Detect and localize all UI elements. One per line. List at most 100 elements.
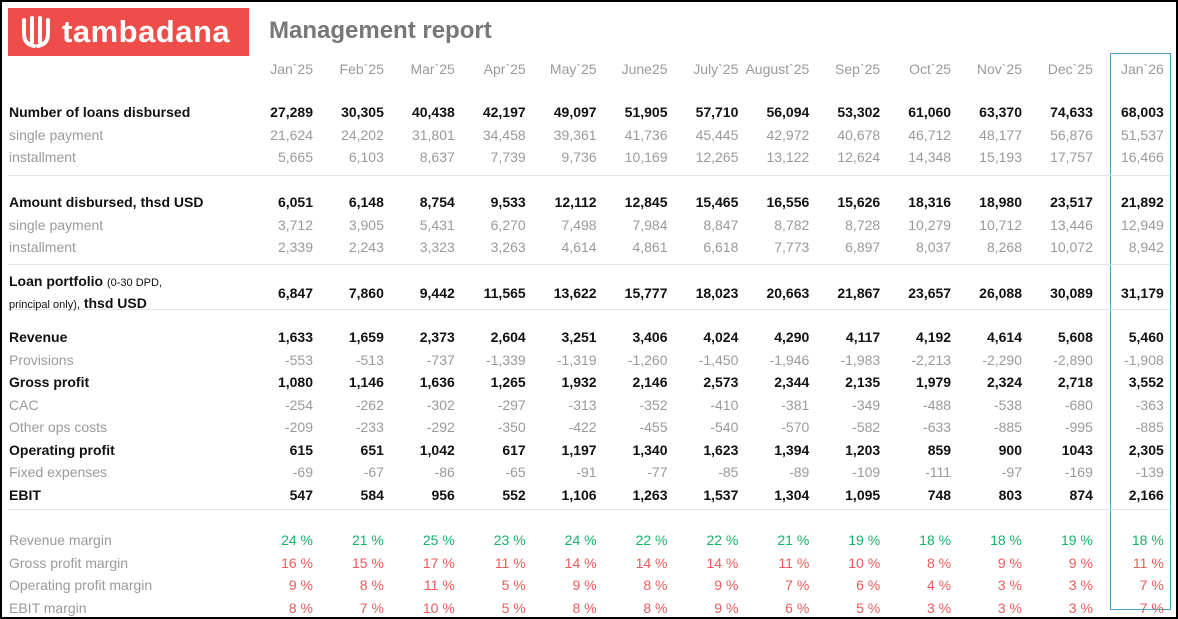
cell: 874	[1069, 486, 1093, 503]
cell: 1,095	[845, 486, 881, 503]
cell: 39,361	[553, 126, 597, 143]
cell: 5 %	[856, 599, 881, 616]
cell: -553	[284, 351, 313, 368]
column-header: Jan`26	[1120, 61, 1164, 77]
cell: 26,088	[979, 285, 1022, 301]
cell: -2,213	[911, 351, 952, 368]
cell: -67	[363, 464, 384, 480]
column-header: Nov`25	[976, 61, 1022, 77]
cell: 8,268	[986, 239, 1022, 255]
cell: 46,712	[908, 126, 952, 143]
cell: 1,340	[632, 441, 668, 458]
cell: 1,146	[348, 374, 384, 390]
cell: 4,861	[632, 239, 668, 255]
cell: 2,344	[774, 374, 810, 390]
cell: 24 %	[564, 532, 597, 548]
cell: 18,980	[979, 194, 1022, 210]
separator	[8, 264, 1170, 265]
column-header: May`25	[549, 61, 597, 77]
cell: -488	[923, 396, 952, 413]
cell: 2,305	[1128, 441, 1164, 458]
cell: 3,905	[348, 216, 384, 233]
cell: 5,665	[277, 149, 313, 165]
cell: 1,633	[277, 329, 313, 345]
cell: 56,876	[1050, 126, 1093, 143]
cell: -885	[993, 419, 1022, 435]
cell: 9,442	[419, 285, 455, 301]
cell: -995	[1064, 419, 1093, 435]
cell: 8,942	[1128, 239, 1164, 255]
cell: 12,845	[624, 194, 668, 210]
cell: 10 %	[848, 554, 881, 571]
separator	[8, 175, 1170, 176]
cell: -633	[923, 419, 952, 435]
cell: 74,633	[1050, 104, 1093, 120]
cell: -1,319	[556, 351, 597, 368]
cell: 22 %	[635, 532, 668, 548]
cell: 4,192	[916, 329, 952, 345]
cell: -1,946	[769, 351, 810, 368]
row-label: Provisions	[9, 351, 74, 368]
column-header: Sep`25	[835, 61, 881, 77]
cell: 547	[289, 486, 313, 503]
cell: 6 %	[785, 599, 810, 616]
cell: 14 %	[635, 554, 668, 571]
cell: 1,106	[561, 486, 597, 503]
cell: 19 %	[1060, 532, 1093, 548]
cell: -111	[925, 464, 952, 480]
cell: 7,739	[490, 149, 526, 165]
cell: 5,460	[1128, 329, 1164, 345]
cell: 9 %	[1068, 554, 1093, 571]
cell: 40,678	[837, 126, 881, 143]
row-label: Amount disbursed, thsd USD	[9, 194, 204, 210]
cell: 16 %	[281, 554, 313, 571]
cell: -513	[355, 351, 384, 368]
separator	[8, 309, 1170, 310]
cell: 4,117	[845, 329, 881, 345]
cell: 49,097	[553, 104, 597, 120]
cell: 2,146	[632, 374, 668, 390]
label: Loan portfolio	[9, 273, 104, 289]
cell: 5 %	[501, 599, 526, 616]
cell: -89	[789, 464, 810, 480]
cell: 8 %	[926, 554, 952, 571]
cell: 42,197	[482, 104, 526, 120]
cell: 9 %	[288, 577, 313, 593]
cell: 8 %	[288, 599, 313, 616]
cell: 803	[998, 486, 1022, 503]
cell: 15,777	[624, 285, 668, 301]
cell: 10,279	[908, 216, 952, 233]
cell: -1,339	[485, 351, 526, 368]
cell: 9 %	[997, 554, 1022, 571]
cell: 1,080	[277, 374, 313, 390]
cell: 12,624	[837, 149, 881, 165]
cell: -582	[852, 419, 881, 435]
cell: 6,051	[277, 194, 313, 210]
cell: 1,636	[419, 374, 455, 390]
cell: 22 %	[706, 532, 739, 548]
cell: 11 %	[423, 577, 455, 593]
cell: -1,260	[627, 351, 668, 368]
cell: 8 %	[643, 577, 668, 593]
cell: 14 %	[564, 554, 597, 571]
cell: 15,626	[837, 194, 881, 210]
cell: 8,847	[703, 216, 739, 233]
row-label: Gross profit margin	[9, 554, 129, 571]
cell: 13,122	[766, 149, 810, 165]
cell: 7,984	[632, 216, 668, 233]
cell: 11,565	[483, 285, 526, 301]
cell: -139	[1135, 464, 1164, 480]
row-label: Revenue	[9, 329, 68, 345]
separator	[8, 509, 1170, 510]
cell: 23,657	[908, 285, 952, 301]
cell: 1,623	[703, 441, 739, 458]
row-label: Other ops costs	[9, 419, 108, 435]
cell: 4,290	[774, 329, 810, 345]
cell: 12,112	[554, 194, 597, 210]
cell: 53,302	[837, 104, 881, 120]
cell: 2,718	[1057, 374, 1093, 390]
cell: 31,801	[411, 126, 455, 143]
cell: 9,533	[490, 194, 526, 210]
cell: -254	[284, 396, 313, 413]
cell: 21 %	[351, 532, 384, 548]
